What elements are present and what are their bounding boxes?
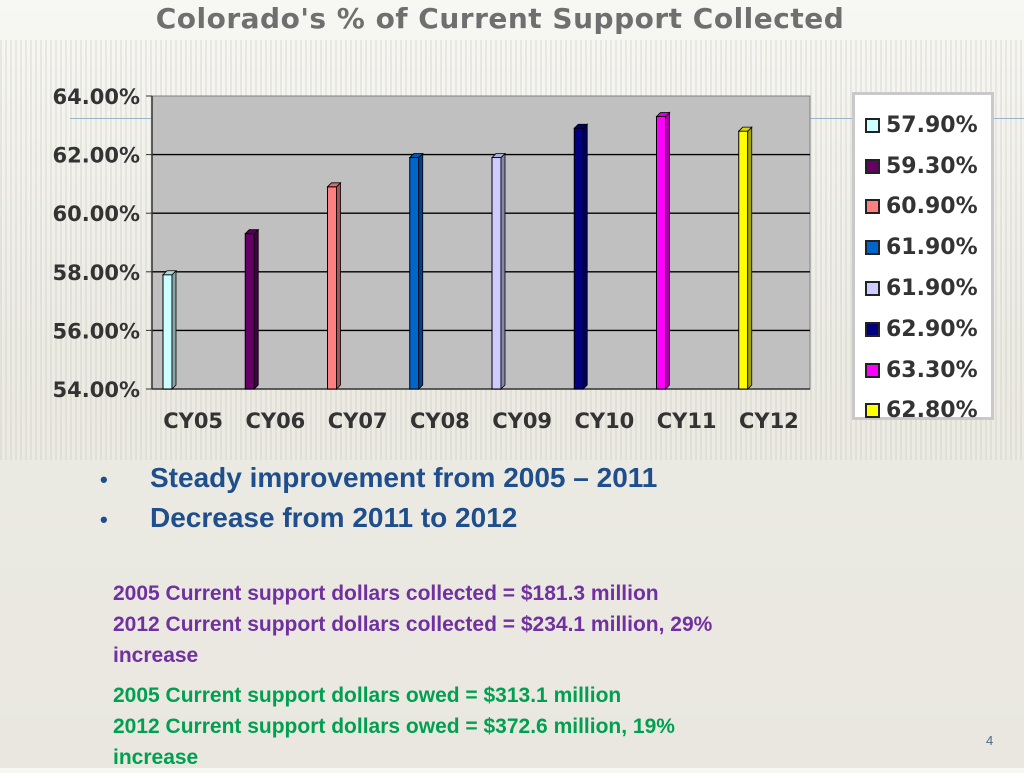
legend-swatch xyxy=(865,362,880,378)
legend-label: 60.90% xyxy=(886,194,978,220)
owed-notes: 2005 Current support dollars owed = $313… xyxy=(113,680,873,773)
x-tick-label: CY10 xyxy=(574,409,634,433)
bar-cy08 xyxy=(409,157,420,390)
y-tick-label: 60.00% xyxy=(53,202,140,226)
owed-note-line: increase xyxy=(113,746,199,769)
bar-cy12 xyxy=(738,130,749,390)
bullet-item: • Decrease from 2011 to 2012 xyxy=(100,502,860,542)
bar-top xyxy=(573,123,589,129)
bar-top xyxy=(162,270,177,276)
bar-side xyxy=(582,123,588,390)
x-tick-label: CY08 xyxy=(410,409,470,433)
chart-legend: 57.90% 59.30% 60.90% 61.90% 61.90% 62.90% 63.3… xyxy=(852,92,994,423)
y-tick-label: 54.00% xyxy=(53,378,140,402)
bar-cy07 xyxy=(327,186,337,390)
legend-label: 62.80% xyxy=(886,398,978,424)
legend-item: 59.30% xyxy=(855,146,991,187)
legend-item: 62.90% xyxy=(855,309,991,350)
owed-note-line: 2012 Current support dollars owed = $372… xyxy=(113,715,675,738)
bar-cy09 xyxy=(491,157,502,390)
legend-swatch xyxy=(865,403,880,419)
bar-top xyxy=(491,153,506,158)
x-tick-label: CY12 xyxy=(739,409,799,433)
bullet-item: • Steady improvement from 2005 – 2011 xyxy=(100,462,860,502)
x-tick-label: CY11 xyxy=(657,409,717,433)
y-tick-label: 62.00% xyxy=(53,144,140,168)
bar-side xyxy=(253,228,259,390)
bar-top xyxy=(408,153,424,158)
legend-item: 62.80% xyxy=(855,391,991,432)
legend-swatch xyxy=(865,158,880,174)
legend-item: 63.30% xyxy=(855,350,991,391)
x-tick-label: CY09 xyxy=(492,409,552,433)
bar-top xyxy=(326,182,342,188)
bar-top xyxy=(244,229,260,235)
owed-note-line: 2005 Current support dollars owed = $313… xyxy=(113,684,622,707)
collected-note-line: 2012 Current support dollars collected =… xyxy=(113,613,713,636)
x-tick-label: CY06 xyxy=(245,409,305,433)
x-tick-label: CY07 xyxy=(328,409,388,433)
y-tick-label: 58.00% xyxy=(53,261,140,285)
legend-swatch xyxy=(865,240,880,256)
bar-top xyxy=(655,112,671,117)
legend-label: 63.30% xyxy=(886,357,978,383)
legend-swatch xyxy=(865,281,880,297)
legend-label: 61.90% xyxy=(886,276,978,302)
bar-cy11 xyxy=(656,116,666,390)
legend-swatch xyxy=(865,199,880,215)
bar-top xyxy=(737,126,753,132)
bullet-symbol: • xyxy=(100,507,108,532)
bar-cy10 xyxy=(573,127,584,390)
page-number: 4 xyxy=(986,733,994,748)
bar-side xyxy=(418,152,424,390)
plot-area xyxy=(151,95,811,390)
bar-cy05 xyxy=(162,274,173,390)
bar-chart: 54.00% 56.00% 58.00% 60.00% 62.00% 64.00% CY05… xyxy=(53,85,811,433)
slide-title: Colorado's % of Current Support Collecte… xyxy=(155,2,845,35)
bar-side xyxy=(665,111,670,390)
legend-swatch xyxy=(865,117,880,133)
bar-side xyxy=(500,152,506,390)
bullet-text: Steady improvement from 2005 – 2011 xyxy=(150,462,658,493)
bar-side xyxy=(171,269,177,390)
legend-item: 61.90% xyxy=(855,268,991,309)
bar-cy06 xyxy=(244,233,255,390)
legend-item: 60.90% xyxy=(855,187,991,228)
legend-swatch xyxy=(865,321,880,337)
legend-label: 61.90% xyxy=(886,235,978,261)
y-tick-label: 64.00% xyxy=(53,85,140,109)
legend-label: 59.30% xyxy=(886,153,978,179)
bullet-text: Decrease from 2011 to 2012 xyxy=(150,502,518,533)
legend-item: 61.90% xyxy=(855,227,991,268)
collected-note-line: increase xyxy=(113,644,199,667)
legend-label: 57.90% xyxy=(886,112,978,138)
collected-note-line: 2005 Current support dollars collected =… xyxy=(113,582,659,605)
legend-label: 62.90% xyxy=(886,316,978,342)
collected-notes: 2005 Current support dollars collected =… xyxy=(113,578,873,671)
legend-item: 57.90% xyxy=(855,105,991,146)
x-tick-label: CY05 xyxy=(163,409,223,433)
bullet-symbol: • xyxy=(100,467,108,492)
bar-side xyxy=(747,126,753,390)
bullet-list: • Steady improvement from 2005 – 2011 • … xyxy=(100,462,860,542)
bar-side xyxy=(336,181,341,390)
y-tick-label: 56.00% xyxy=(53,319,140,343)
